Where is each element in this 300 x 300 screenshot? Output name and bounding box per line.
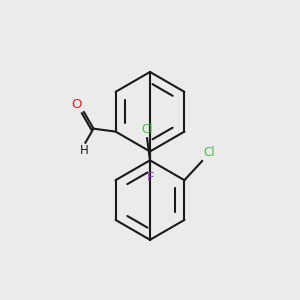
- Text: O: O: [71, 98, 82, 111]
- Text: F: F: [146, 171, 154, 184]
- Text: H: H: [80, 144, 89, 157]
- Text: Cl: Cl: [141, 123, 153, 136]
- Text: Cl: Cl: [204, 146, 215, 159]
